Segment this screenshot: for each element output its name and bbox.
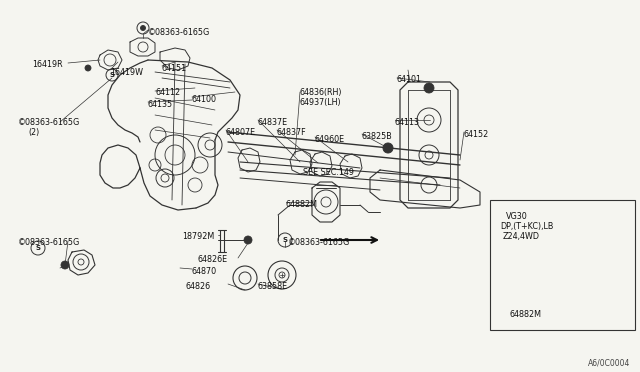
Text: 64960E: 64960E [315,135,345,144]
Text: 64826: 64826 [185,282,210,291]
Text: DP,(T+KC),LB: DP,(T+KC),LB [500,222,554,231]
Text: 64837F: 64837F [277,128,307,137]
Text: 64152: 64152 [464,130,489,139]
Text: (2): (2) [28,128,39,137]
Text: 18792M: 18792M [182,232,214,241]
Text: 64135: 64135 [148,100,173,109]
Text: 63858E: 63858E [258,282,288,291]
Text: 64882M: 64882M [510,310,542,319]
Circle shape [85,65,91,71]
Text: 63825B: 63825B [362,132,393,141]
Text: S: S [109,72,115,78]
Circle shape [61,261,69,269]
Text: 64836(RH): 64836(RH) [300,88,342,97]
Text: 64870: 64870 [192,267,217,276]
Text: 64882M: 64882M [286,200,318,209]
Text: 64837E: 64837E [258,118,288,127]
Text: 64101: 64101 [397,75,422,84]
Text: 64112: 64112 [155,88,180,97]
Circle shape [141,26,145,31]
Text: VG30: VG30 [506,212,528,221]
Text: ©08363-6165G: ©08363-6165G [148,28,211,37]
Text: 64151: 64151 [162,64,187,73]
Bar [490,200,635,330]
Text: Z24,4WD: Z24,4WD [503,232,540,241]
Text: 16419W: 16419W [110,68,143,77]
Circle shape [383,143,393,153]
Text: ©08363-6165G: ©08363-6165G [288,238,350,247]
Text: S: S [35,245,40,251]
Text: 64937(LH): 64937(LH) [300,98,342,107]
Text: SEE SEC.149: SEE SEC.149 [303,168,354,177]
Text: 16419R: 16419R [32,60,63,69]
Text: S: S [282,237,287,243]
Text: 64113: 64113 [395,118,420,127]
Text: ©08363-6165G: ©08363-6165G [18,238,80,247]
Text: 64826E: 64826E [198,255,228,264]
Text: A6/0C0004: A6/0C0004 [588,358,630,367]
Circle shape [424,83,434,93]
Text: 64100: 64100 [192,95,217,104]
Text: ©08363-6165G: ©08363-6165G [18,118,80,127]
Text: 64807E: 64807E [226,128,256,137]
Circle shape [244,236,252,244]
